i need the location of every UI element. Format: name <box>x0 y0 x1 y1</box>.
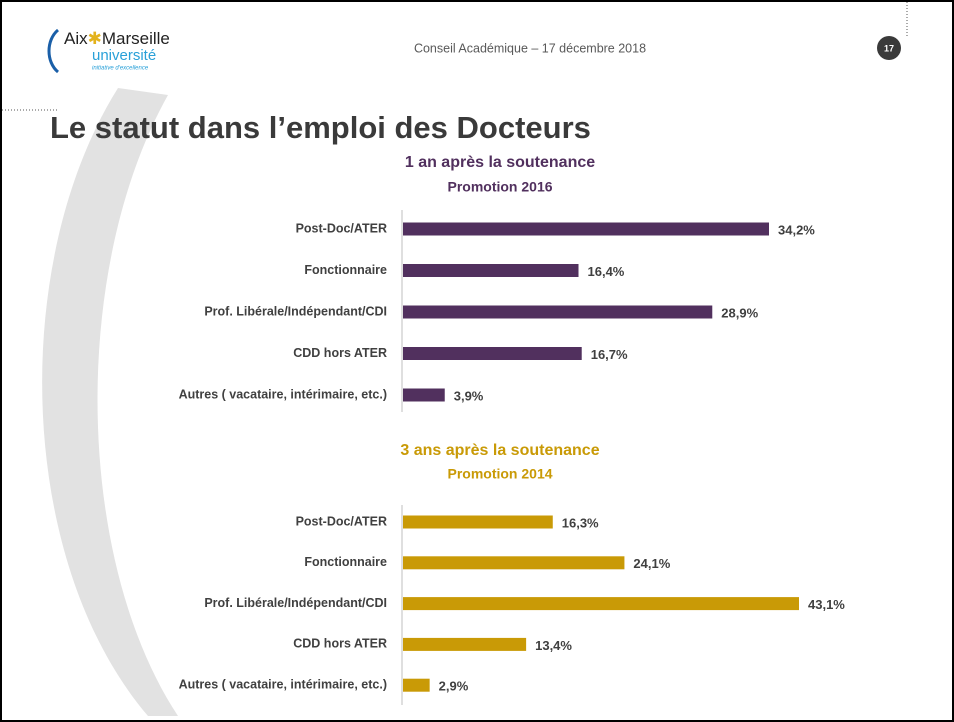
slide-title: Le statut dans l’emploi des Docteurs <box>50 110 591 145</box>
value-label: 34,2% <box>778 222 815 237</box>
value-label: 3,9% <box>454 388 484 403</box>
value-label: 2,9% <box>439 679 469 694</box>
logo: Aix✱Marseille université initiative d'ex… <box>47 28 170 74</box>
value-label: 16,4% <box>588 264 625 279</box>
bar <box>403 222 769 236</box>
chart-title: 3 ans après la soutenance <box>400 442 599 459</box>
page-number: 17 <box>884 43 894 53</box>
chart-title: 1 an après la soutenance <box>405 154 595 171</box>
value-label: 43,1% <box>808 597 845 612</box>
value-label: 16,3% <box>562 515 599 530</box>
chart-subtitle: Promotion 2016 <box>447 179 552 195</box>
logo-bracket <box>47 28 60 74</box>
category-label: Autres ( vacataire, intérimaire, etc.) <box>179 677 387 691</box>
category-label: Post-Doc/ATER <box>296 514 387 528</box>
category-label: Fonctionnaire <box>304 555 387 569</box>
category-label: Prof. Libérale/Indépendant/CDI <box>204 596 387 610</box>
logo-sub: université <box>92 47 156 64</box>
logo-text: Aix <box>64 29 88 48</box>
category-label: CDD hors ATER <box>293 346 387 360</box>
category-label: Prof. Libérale/Indépendant/CDI <box>204 304 387 318</box>
bar <box>403 597 799 611</box>
decorative-arc <box>42 88 178 716</box>
category-label: Post-Doc/ATER <box>296 221 387 235</box>
meeting-info: Conseil Académique – 17 décembre 2018 <box>414 41 646 55</box>
value-label: 28,9% <box>721 305 758 320</box>
bar <box>403 388 445 402</box>
bar <box>403 515 553 529</box>
category-label: CDD hors ATER <box>293 637 387 651</box>
bar <box>403 347 582 360</box>
bar <box>403 556 625 570</box>
value-label: 24,1% <box>633 556 670 571</box>
logo-tagline: initiative d'excellence <box>92 66 149 72</box>
page-badge <box>877 36 901 60</box>
logo-star: ✱ <box>88 29 102 48</box>
category-label: Fonctionnaire <box>304 263 387 277</box>
chart-subtitle: Promotion 2014 <box>447 466 552 482</box>
value-label: 16,7% <box>591 347 628 362</box>
category-label: Autres ( vacataire, intérimaire, etc.) <box>179 387 387 401</box>
value-label: 13,4% <box>535 638 572 653</box>
bar <box>403 637 527 651</box>
bar <box>403 305 713 319</box>
logo-text: Aix✱Marseille <box>64 29 170 48</box>
bar <box>403 678 430 692</box>
bar <box>403 264 579 277</box>
logo-text: Marseille <box>102 29 170 48</box>
